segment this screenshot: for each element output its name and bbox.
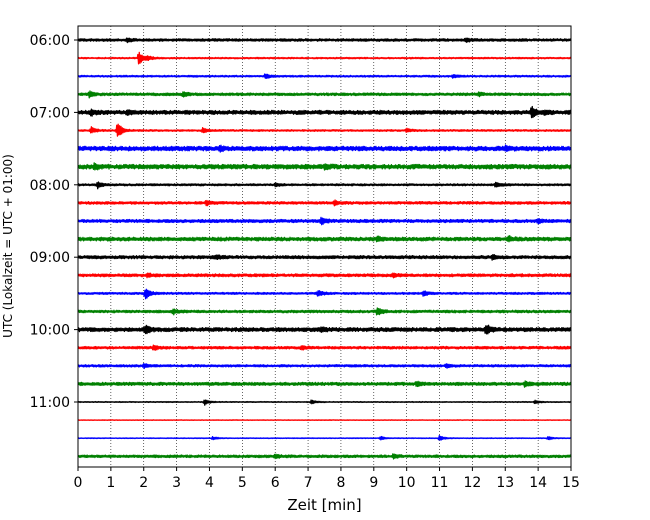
y-axis-title: UTC (Lokalzeit = UTC + 01:00) — [1, 154, 15, 338]
trace-1030 — [77, 363, 572, 370]
x-tick-label: 12 — [463, 475, 481, 491]
y-axis-ticks: 06:00 07:00 08:00 09:00 10:00 11:00 — [30, 33, 78, 411]
x-tick-label: 5 — [238, 475, 247, 491]
x-tick-label: 1 — [106, 475, 115, 491]
x-axis-title: Zeit [min] — [287, 496, 361, 514]
trace-1100 — [77, 399, 572, 406]
x-tick-label: 8 — [336, 475, 345, 491]
x-tick-label: 3 — [172, 475, 181, 491]
x-tick-label: 9 — [369, 475, 378, 491]
trace-1000 — [77, 324, 572, 335]
x-tick-label: 0 — [74, 475, 83, 491]
trace-0730 — [77, 144, 572, 153]
trace-0800 — [77, 181, 572, 190]
trace-0815 — [77, 199, 572, 207]
x-tick-label: 7 — [304, 475, 313, 491]
trace-0915 — [77, 272, 572, 279]
trace-1115 — [77, 419, 572, 422]
x-tick-label: 10 — [398, 475, 416, 491]
y-tick-label: 08:00 — [30, 178, 70, 194]
y-tick-label: 10:00 — [30, 323, 70, 339]
trace-0745 — [77, 162, 572, 171]
trace-0845 — [77, 235, 572, 243]
x-axis-ticks: 0 1 2 3 4 5 6 7 8 9 10 11 12 13 14 15 — [74, 467, 580, 491]
x-tick-label: 4 — [205, 475, 214, 491]
trace-0600 — [77, 37, 572, 44]
trace-0715 — [77, 123, 572, 137]
x-tick-label: 6 — [271, 475, 280, 491]
trace-0945 — [77, 307, 572, 316]
seismogram-traces — [77, 37, 572, 460]
x-tick-label: 2 — [139, 475, 148, 491]
trace-0645 — [77, 90, 572, 99]
y-tick-label: 09:00 — [30, 250, 70, 266]
trace-1045 — [77, 380, 572, 388]
y-tick-label: 07:00 — [30, 105, 70, 121]
trace-0900 — [77, 253, 572, 261]
trace-0930 — [77, 288, 572, 300]
x-tick-label: 14 — [529, 475, 547, 491]
plot-frame — [77, 25, 572, 468]
trace-0615 — [77, 51, 572, 65]
x-tick-label: 15 — [562, 475, 580, 491]
trace-0700 — [77, 105, 572, 119]
x-tick-label: 13 — [496, 475, 514, 491]
y-tick-label: 11:00 — [30, 395, 70, 411]
trace-1145 — [77, 453, 572, 460]
trace-0630 — [77, 73, 572, 79]
trace-1130 — [77, 435, 572, 441]
trace-1015 — [77, 344, 572, 351]
y-tick-label: 06:00 — [30, 33, 70, 49]
x-tick-label: 11 — [431, 475, 449, 491]
trace-0830 — [77, 216, 572, 226]
